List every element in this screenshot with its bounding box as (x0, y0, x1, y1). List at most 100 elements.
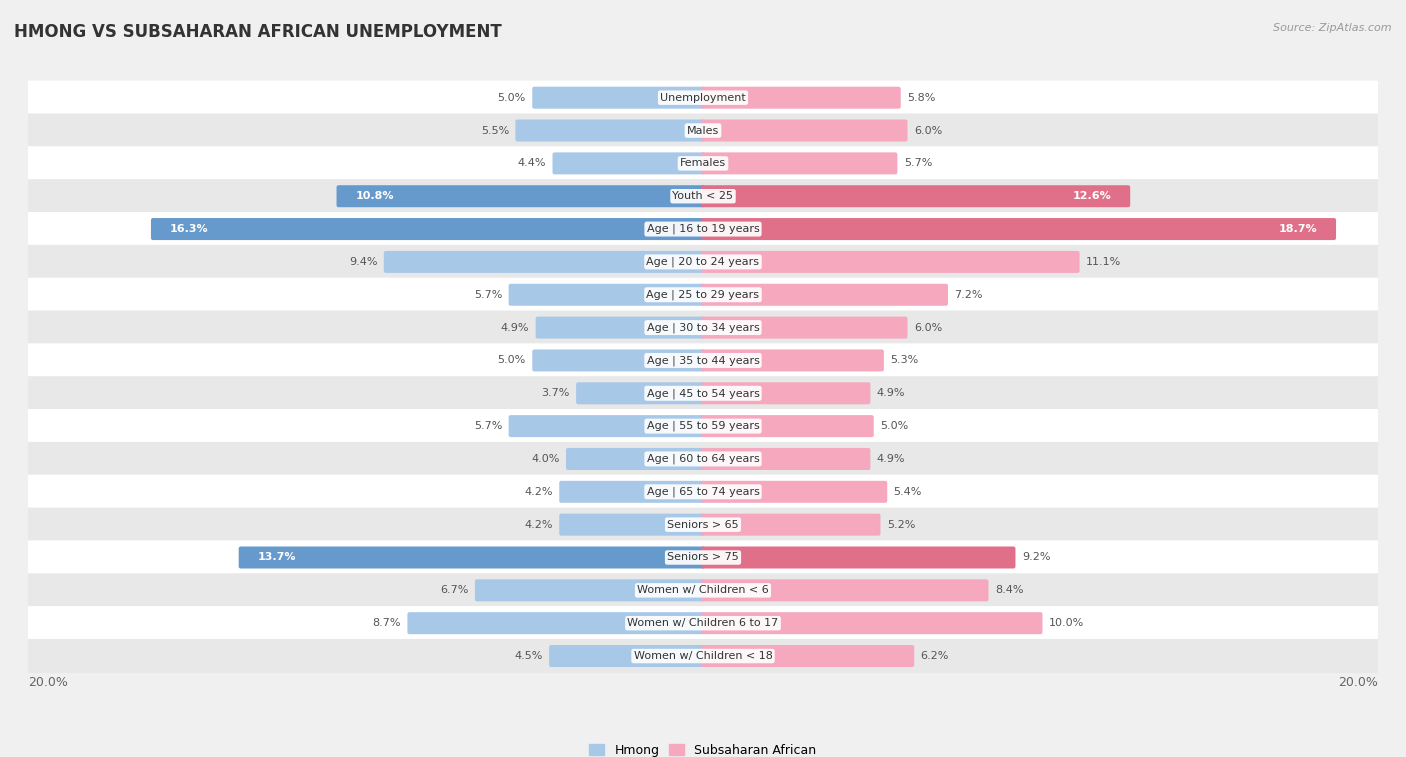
Text: 20.0%: 20.0% (28, 677, 67, 690)
Text: 4.5%: 4.5% (515, 651, 543, 661)
FancyBboxPatch shape (702, 415, 873, 437)
Text: 4.2%: 4.2% (524, 519, 553, 530)
Text: Unemployment: Unemployment (661, 92, 745, 103)
Text: 12.6%: 12.6% (1073, 192, 1111, 201)
Text: 6.7%: 6.7% (440, 585, 468, 595)
FancyBboxPatch shape (567, 448, 704, 470)
Text: Age | 30 to 34 years: Age | 30 to 34 years (647, 322, 759, 333)
FancyBboxPatch shape (702, 547, 1015, 569)
Text: 4.4%: 4.4% (517, 158, 546, 168)
Text: Age | 55 to 59 years: Age | 55 to 59 years (647, 421, 759, 431)
Text: 16.3%: 16.3% (170, 224, 208, 234)
FancyBboxPatch shape (509, 284, 704, 306)
FancyBboxPatch shape (27, 376, 1379, 410)
Text: 3.7%: 3.7% (541, 388, 569, 398)
FancyBboxPatch shape (27, 573, 1379, 607)
Text: Age | 25 to 29 years: Age | 25 to 29 years (647, 289, 759, 300)
Text: 10.8%: 10.8% (356, 192, 394, 201)
FancyBboxPatch shape (702, 218, 1336, 240)
Text: 6.0%: 6.0% (914, 126, 942, 136)
Text: Age | 65 to 74 years: Age | 65 to 74 years (647, 487, 759, 497)
Text: Males: Males (688, 126, 718, 136)
Text: 20.0%: 20.0% (1339, 677, 1378, 690)
FancyBboxPatch shape (27, 639, 1379, 673)
Text: Age | 16 to 19 years: Age | 16 to 19 years (647, 224, 759, 235)
FancyBboxPatch shape (560, 481, 704, 503)
FancyBboxPatch shape (150, 218, 704, 240)
Text: 9.2%: 9.2% (1022, 553, 1050, 562)
FancyBboxPatch shape (702, 448, 870, 470)
Text: 5.8%: 5.8% (907, 92, 935, 103)
FancyBboxPatch shape (475, 579, 704, 601)
Text: 4.9%: 4.9% (877, 388, 905, 398)
Text: 4.9%: 4.9% (877, 454, 905, 464)
FancyBboxPatch shape (27, 114, 1379, 148)
Text: 5.0%: 5.0% (498, 356, 526, 366)
Text: 13.7%: 13.7% (257, 553, 297, 562)
FancyBboxPatch shape (516, 120, 704, 142)
Text: 10.0%: 10.0% (1049, 618, 1084, 628)
FancyBboxPatch shape (27, 442, 1379, 476)
Text: Youth < 25: Youth < 25 (672, 192, 734, 201)
Text: Seniors > 75: Seniors > 75 (666, 553, 740, 562)
FancyBboxPatch shape (702, 481, 887, 503)
FancyBboxPatch shape (336, 185, 704, 207)
Text: Women w/ Children < 6: Women w/ Children < 6 (637, 585, 769, 595)
FancyBboxPatch shape (550, 645, 704, 667)
FancyBboxPatch shape (702, 152, 897, 174)
FancyBboxPatch shape (27, 540, 1379, 575)
FancyBboxPatch shape (560, 514, 704, 536)
FancyBboxPatch shape (702, 185, 1130, 207)
FancyBboxPatch shape (553, 152, 704, 174)
FancyBboxPatch shape (27, 310, 1379, 344)
Text: 5.7%: 5.7% (904, 158, 932, 168)
FancyBboxPatch shape (702, 382, 870, 404)
Text: Females: Females (681, 158, 725, 168)
FancyBboxPatch shape (533, 350, 704, 372)
Text: Seniors > 65: Seniors > 65 (668, 519, 738, 530)
Text: Age | 60 to 64 years: Age | 60 to 64 years (647, 453, 759, 464)
Text: Women w/ Children < 18: Women w/ Children < 18 (634, 651, 772, 661)
FancyBboxPatch shape (27, 606, 1379, 640)
FancyBboxPatch shape (27, 278, 1379, 312)
FancyBboxPatch shape (702, 612, 1042, 634)
Text: 4.9%: 4.9% (501, 322, 529, 332)
Text: 5.3%: 5.3% (890, 356, 918, 366)
FancyBboxPatch shape (27, 508, 1379, 542)
Text: 4.2%: 4.2% (524, 487, 553, 497)
Text: 8.7%: 8.7% (373, 618, 401, 628)
FancyBboxPatch shape (702, 284, 948, 306)
FancyBboxPatch shape (702, 350, 884, 372)
FancyBboxPatch shape (702, 579, 988, 601)
Text: 8.4%: 8.4% (995, 585, 1024, 595)
Text: Women w/ Children 6 to 17: Women w/ Children 6 to 17 (627, 618, 779, 628)
Text: 5.0%: 5.0% (880, 421, 908, 431)
Text: HMONG VS SUBSAHARAN AFRICAN UNEMPLOYMENT: HMONG VS SUBSAHARAN AFRICAN UNEMPLOYMENT (14, 23, 502, 41)
Text: 6.2%: 6.2% (921, 651, 949, 661)
FancyBboxPatch shape (702, 514, 880, 536)
Text: 4.0%: 4.0% (531, 454, 560, 464)
FancyBboxPatch shape (536, 316, 704, 338)
Text: 9.4%: 9.4% (349, 257, 377, 267)
Text: Age | 20 to 24 years: Age | 20 to 24 years (647, 257, 759, 267)
FancyBboxPatch shape (702, 120, 907, 142)
FancyBboxPatch shape (576, 382, 704, 404)
FancyBboxPatch shape (27, 245, 1379, 279)
FancyBboxPatch shape (27, 344, 1379, 378)
FancyBboxPatch shape (27, 475, 1379, 509)
Text: 11.1%: 11.1% (1085, 257, 1121, 267)
FancyBboxPatch shape (384, 251, 704, 273)
FancyBboxPatch shape (702, 316, 907, 338)
Text: 5.5%: 5.5% (481, 126, 509, 136)
Legend: Hmong, Subsaharan African: Hmong, Subsaharan African (589, 744, 817, 757)
Text: 6.0%: 6.0% (914, 322, 942, 332)
Text: 7.2%: 7.2% (955, 290, 983, 300)
FancyBboxPatch shape (533, 87, 704, 109)
Text: Age | 35 to 44 years: Age | 35 to 44 years (647, 355, 759, 366)
Text: 5.2%: 5.2% (887, 519, 915, 530)
FancyBboxPatch shape (27, 212, 1379, 246)
FancyBboxPatch shape (27, 80, 1379, 115)
FancyBboxPatch shape (509, 415, 704, 437)
Text: Age | 45 to 54 years: Age | 45 to 54 years (647, 388, 759, 398)
FancyBboxPatch shape (702, 251, 1080, 273)
